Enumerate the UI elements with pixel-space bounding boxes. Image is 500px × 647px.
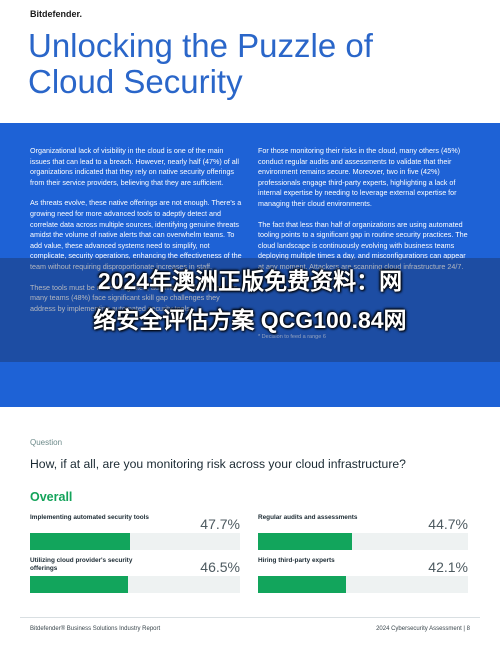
bar [258, 576, 347, 593]
item-value: 42.1% [428, 559, 468, 575]
footnote: * Decision to feed a range 6 [258, 334, 326, 340]
bar [30, 533, 131, 550]
question-label: Question [30, 438, 63, 447]
brand: Bitdefender. [30, 9, 83, 19]
bar-track [258, 576, 468, 593]
bar-track [30, 576, 240, 593]
paragraph: For those monitoring their risks in the … [258, 146, 461, 208]
watermark: 2024年澳洲正版免费资料：网 [97, 268, 403, 294]
question: How, if at all, are you monitoring risk … [30, 457, 406, 471]
paragraph: These tools must be more integrated, aut… [30, 282, 238, 313]
blue-panel [0, 123, 500, 407]
item-label: Implementing automated security tools [30, 514, 149, 521]
item-value: 47.7% [200, 516, 240, 532]
title: Unlocking the Puzzle of Cloud Security [28, 27, 373, 100]
watermark-band [0, 258, 500, 362]
item-label: Utilizing cloud provider's security offe… [30, 557, 133, 572]
column-left: Organizational lack of visibility in the… [30, 146, 242, 324]
item-value: 44.7% [428, 516, 468, 532]
item-label: Hiring third-party experts [258, 557, 335, 564]
paragraph: As threats evolve, these native offering… [30, 198, 242, 271]
paragraph: The fact that less than half of organiza… [258, 219, 468, 271]
paragraph: Organizational lack of visibility in the… [30, 146, 239, 187]
bar-track [30, 533, 240, 550]
footer-left: Bitdefender® Business Solutions Industry… [30, 626, 161, 632]
bar [30, 576, 128, 593]
bar-track [258, 533, 468, 550]
footer-right: 2024 Cybersecurity Assessment | 8 [376, 626, 470, 632]
item-label: Regular audits and assessments [258, 514, 358, 521]
bar [258, 533, 352, 550]
watermark: 络安全评估方案 QCG100.84网 [93, 307, 407, 333]
section-title: Overall [30, 490, 73, 504]
item-value: 46.5% [200, 559, 240, 575]
column-right: For those monitoring their risks in the … [258, 146, 470, 283]
divider [20, 617, 480, 618]
